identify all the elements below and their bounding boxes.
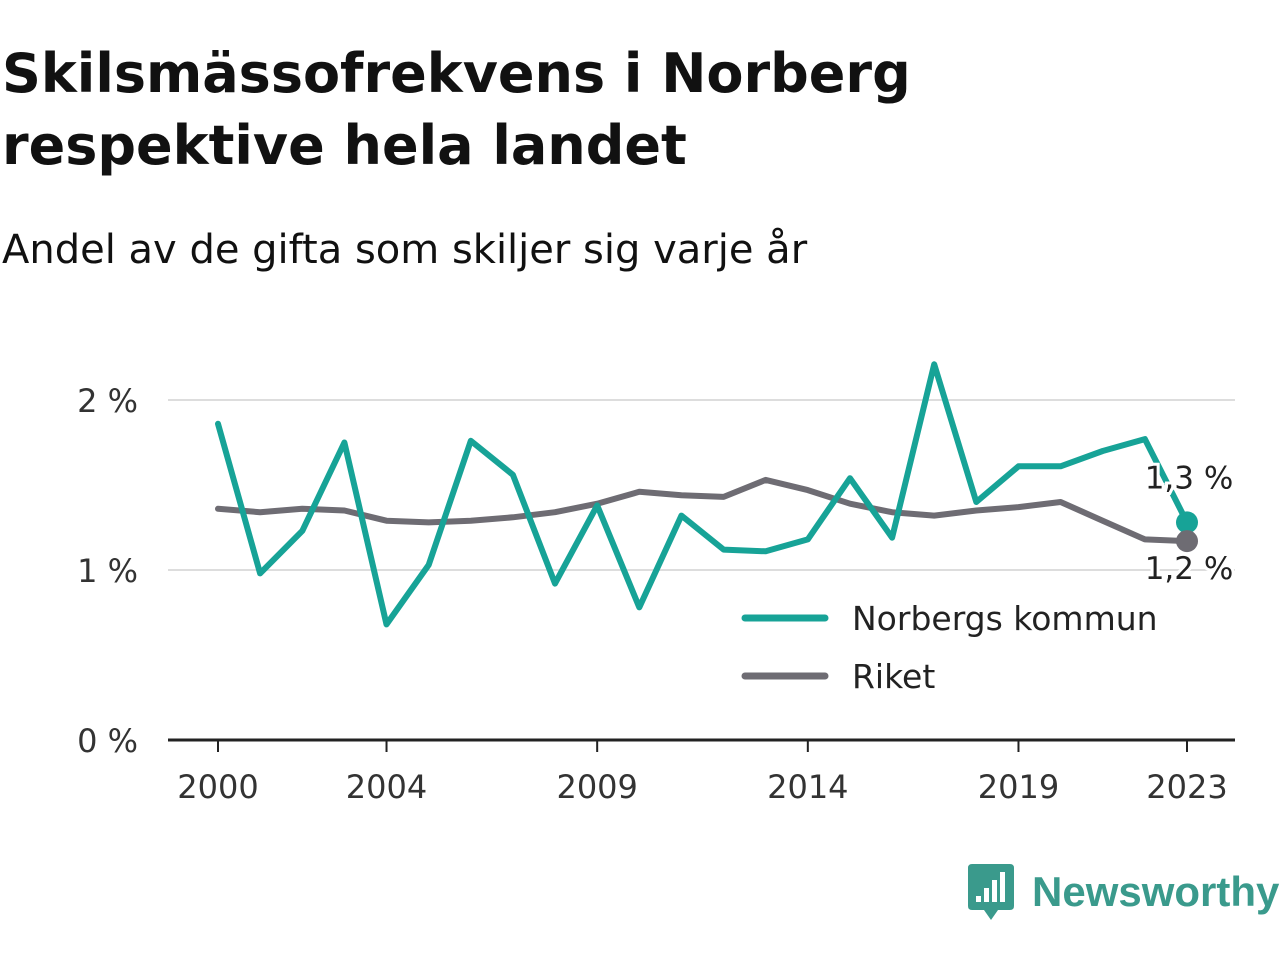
x-axis: 2000 2004 2009 2014 2019 2023: [168, 738, 1235, 806]
y-tick-label: 2 %: [77, 382, 138, 420]
series-line: [215, 476, 1190, 545]
end-value-label: 1,3 %: [1145, 460, 1234, 496]
y-tick-label: 0 %: [77, 722, 138, 760]
series-end-point: [1176, 530, 1198, 553]
y-tick-label: 1 %: [77, 552, 138, 590]
x-tick-label: 2004: [346, 768, 427, 806]
newsworthy-brand[interactable]: Newsworthy: [966, 862, 1279, 922]
legend-label: Riket: [852, 657, 935, 696]
brand-name: Newsworthy: [1032, 868, 1280, 915]
series-lines: 1,3 % 1,2 %: [215, 361, 1236, 628]
chart-title: Skilsmässofrekvens i Norberg respektive …: [2, 42, 911, 177]
legend: Norbergs kommun Riket: [741, 599, 1158, 696]
x-tick-label: 2019: [978, 768, 1059, 806]
series-end-point: [1176, 511, 1198, 534]
legend-label: Norbergs kommun: [852, 599, 1158, 638]
chart-subtitle: Andel av de gifta som skiljer sig varje …: [2, 227, 808, 273]
end-value-label: 1,2 %: [1145, 551, 1234, 587]
x-tick-label: 2000: [177, 768, 258, 806]
x-tick-label: 2023: [1146, 768, 1227, 806]
series-line: [215, 361, 1190, 628]
y-axis: 0 % 1 % 2 %: [77, 382, 138, 760]
newsworthy-logo-icon: [968, 864, 1014, 920]
x-tick-label: 2014: [767, 768, 848, 806]
x-tick-label: 2009: [556, 768, 637, 806]
grid-lines: [168, 399, 1235, 571]
